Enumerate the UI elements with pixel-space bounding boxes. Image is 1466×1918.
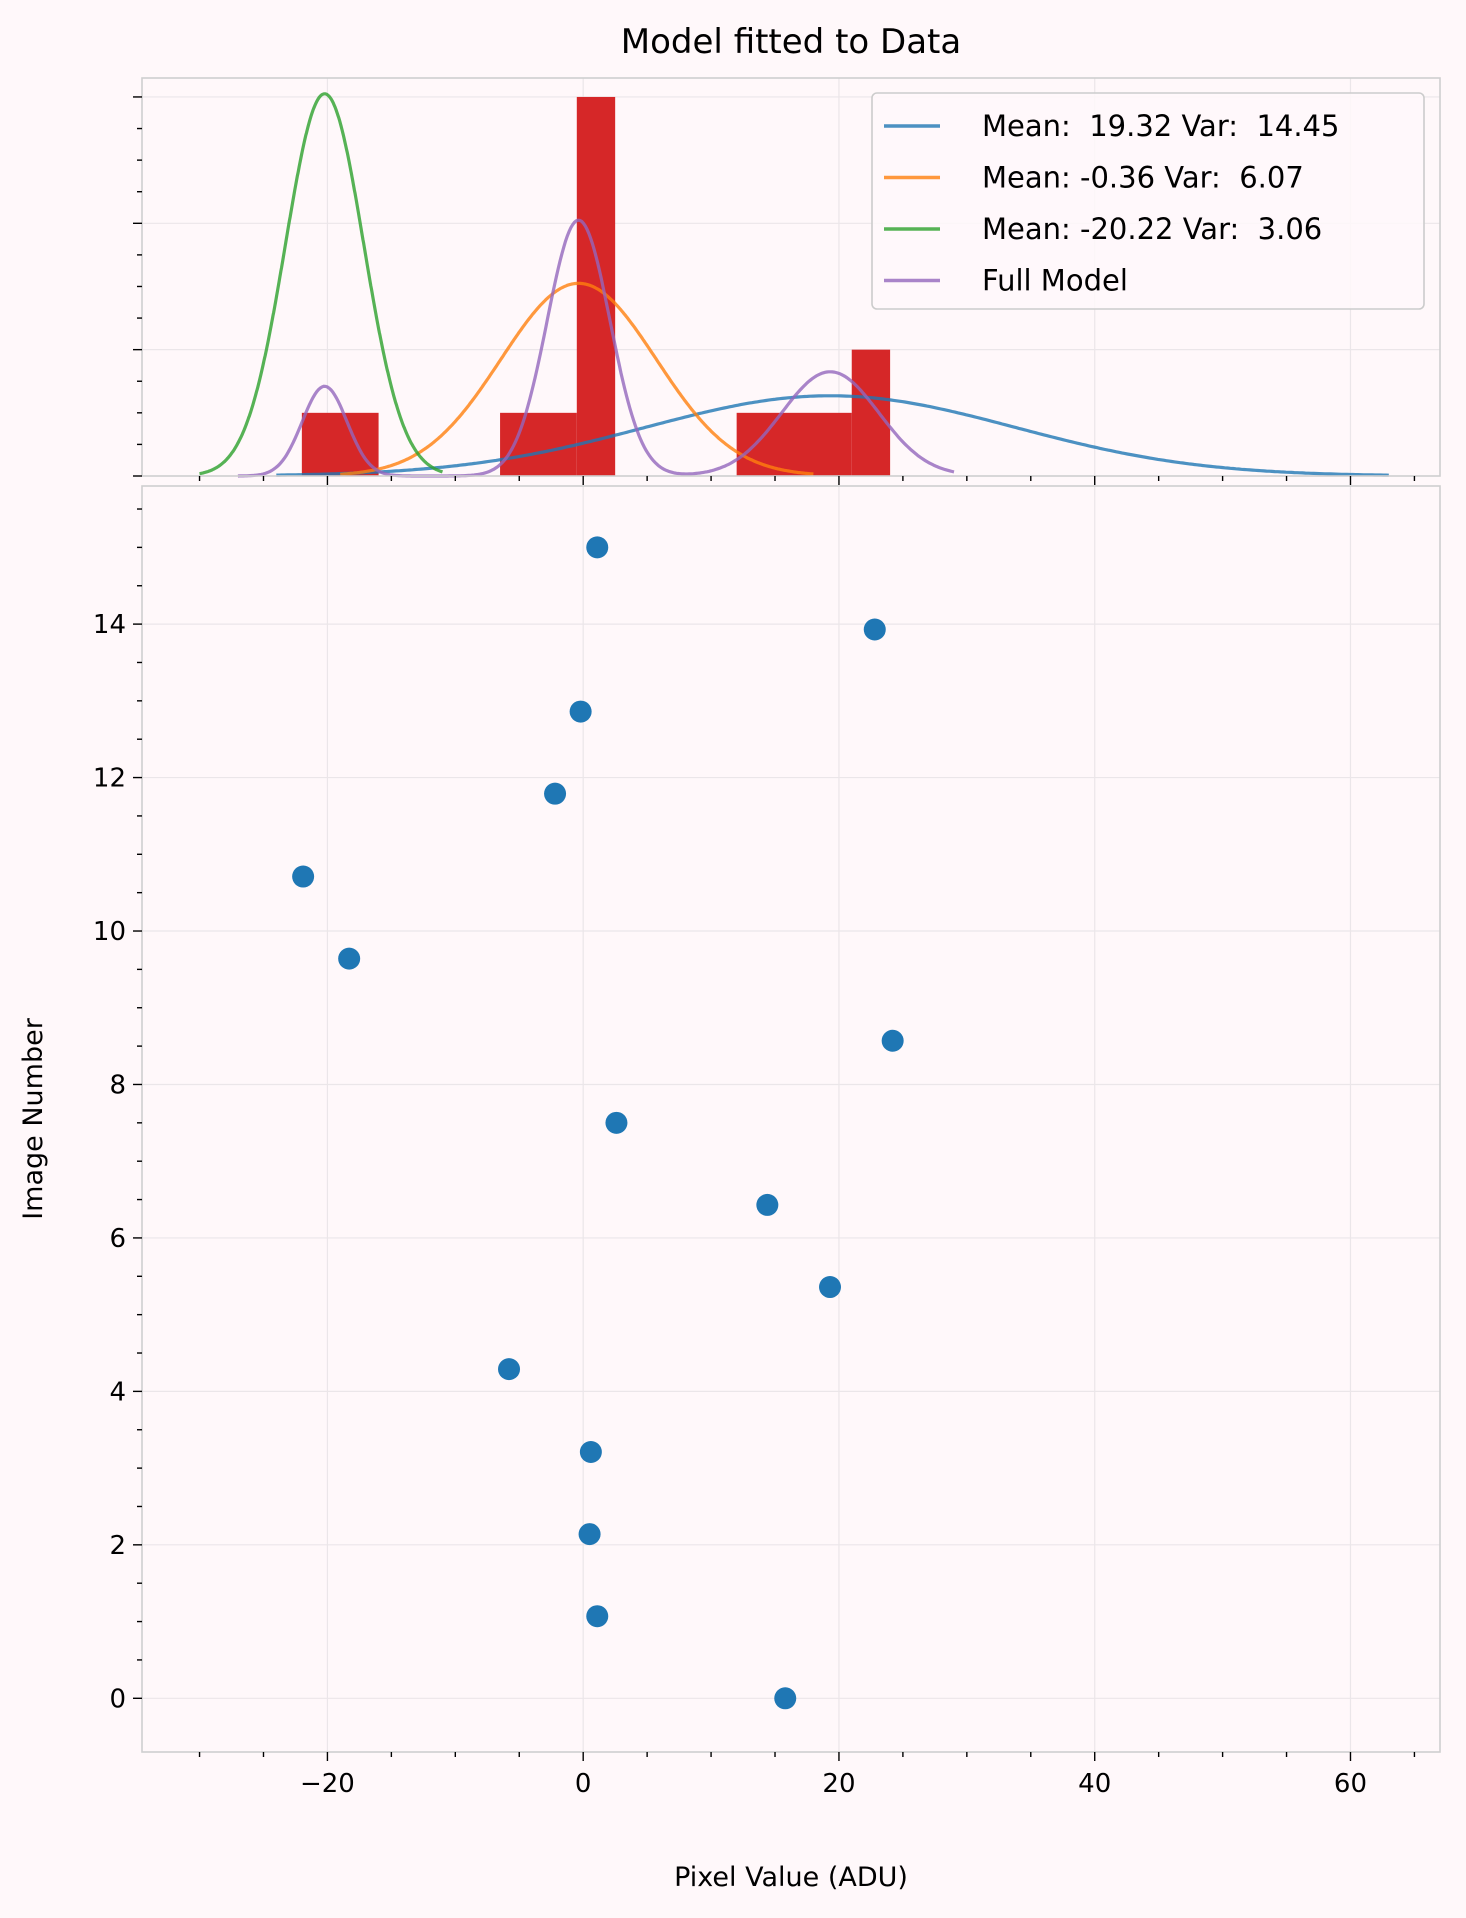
- legend-entry-label: Mean: 19.32 Var: 14.45: [982, 109, 1339, 143]
- scatter-point: [498, 1358, 521, 1381]
- scatter-point: [338, 947, 361, 970]
- scatter-tick-labels: −20 0 20 40 60 0 2 4 6 8 10 12 14: [93, 610, 1367, 1799]
- scatter-point: [586, 536, 609, 559]
- histogram-bar: [851, 349, 891, 476]
- scatter-point: [819, 1276, 842, 1299]
- scatter-point: [605, 1111, 628, 1134]
- scatter-grid: [142, 486, 1440, 1752]
- y-tick-label: 6: [109, 1224, 126, 1254]
- x-tick-label: 40: [1078, 1769, 1111, 1799]
- model-curve-line: [276, 394, 1389, 477]
- scatter-point: [881, 1029, 904, 1052]
- x-tick-label: 20: [822, 1769, 855, 1799]
- legend-entry-label: Mean: -0.36 Var: 6.07: [982, 161, 1304, 195]
- legend-box: [871, 92, 1425, 310]
- legend-entry-label: Full Model: [982, 264, 1128, 298]
- scatter-point: [579, 1440, 602, 1463]
- x-axis-label: Pixel Value (ADU): [674, 1862, 908, 1893]
- scatter-ticks: [133, 508, 1416, 1761]
- legend: Mean: 19.32 Var: 14.45 Mean: -0.36 Var: 6…: [871, 92, 1425, 310]
- scatter-point: [586, 1605, 609, 1628]
- scatter-point: [544, 782, 567, 805]
- scatter-point: [569, 700, 592, 723]
- histogram-axes-frame: [141, 77, 1441, 477]
- y-tick-label: 8: [109, 1070, 126, 1100]
- y-tick-label: 4: [109, 1377, 126, 1407]
- legend-entry-label: Mean: -20.22 Var: 3.06: [982, 212, 1322, 246]
- scatter-axes-frame: [141, 485, 1441, 1753]
- histogram-bar: [301, 412, 379, 476]
- x-tick-label: −20: [300, 1769, 355, 1799]
- model-curves: [199, 92, 1389, 478]
- chart-title: Model fitted to Data: [621, 22, 961, 62]
- histogram-bar: [500, 412, 577, 476]
- scatter-point: [292, 865, 315, 888]
- x-tick-label: 0: [575, 1769, 592, 1799]
- model-curve-line: [237, 218, 955, 478]
- scatter-point: [774, 1687, 797, 1710]
- scatter-points: [292, 536, 904, 1710]
- y-tick-label: 0: [109, 1684, 126, 1714]
- x-tick-label: 60: [1334, 1769, 1367, 1799]
- y-tick-label: 12: [93, 764, 126, 794]
- y-tick-label: 10: [93, 917, 126, 947]
- scatter-plot-area: [142, 486, 1440, 1752]
- scatter-point: [756, 1193, 779, 1216]
- scatter-point: [863, 618, 886, 641]
- y-axis-label: Image Number: [18, 1017, 49, 1220]
- y-tick-label: 2: [109, 1531, 126, 1561]
- histogram-panel: Model fitted to Data Mean: 19.32 Var: 14…: [133, 22, 1441, 485]
- histogram-ticks: [133, 96, 1416, 485]
- y-tick-label: 14: [93, 610, 126, 640]
- model-curve-line: [199, 92, 444, 476]
- scatter-point: [578, 1523, 601, 1546]
